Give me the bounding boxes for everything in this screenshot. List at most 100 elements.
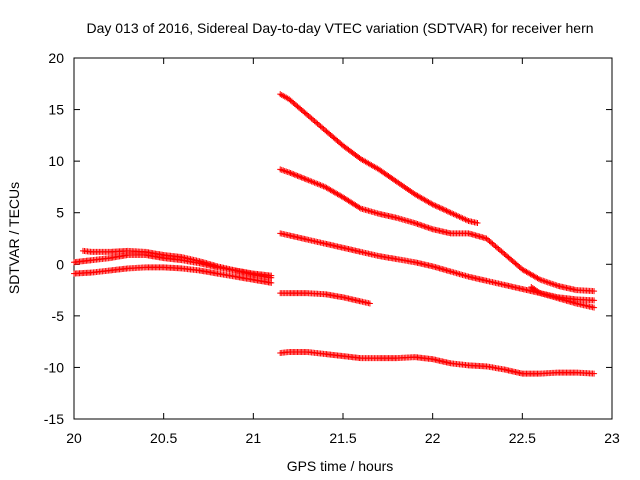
data-point — [464, 217, 471, 224]
data-point — [314, 120, 321, 127]
data-point — [307, 114, 314, 121]
data-point — [316, 122, 323, 129]
data-point — [442, 207, 449, 214]
data-point — [366, 300, 373, 307]
data-point — [307, 177, 314, 184]
data-point — [310, 116, 317, 123]
data-point — [495, 245, 502, 252]
data-point — [305, 177, 312, 184]
data-point — [286, 169, 293, 176]
data-point — [450, 211, 457, 218]
data-point — [268, 274, 275, 281]
data-point — [487, 239, 494, 246]
data-point — [549, 280, 556, 287]
data-point — [493, 244, 500, 251]
data-point — [277, 166, 284, 173]
data-point — [462, 216, 469, 223]
data-point — [546, 279, 553, 286]
y-tick-label: 15 — [48, 102, 64, 118]
data-point — [304, 111, 311, 118]
series-prn-c — [71, 264, 275, 286]
data-point — [299, 175, 306, 182]
data-point — [444, 208, 451, 215]
data-point — [439, 205, 446, 212]
data-point — [298, 174, 305, 181]
data-point — [310, 179, 317, 186]
x-tick-label: 22.5 — [509, 430, 536, 446]
data-point — [294, 172, 301, 179]
y-tick-label: 10 — [48, 153, 64, 169]
data-point — [278, 166, 285, 173]
y-tick-label: 5 — [56, 205, 64, 221]
data-point — [535, 289, 542, 296]
data-point — [538, 277, 545, 284]
series-prn-b — [71, 252, 275, 281]
y-tick-label: -10 — [44, 359, 64, 375]
data-point — [544, 279, 551, 286]
y-axis-label: SDTVAR / TECUs — [6, 182, 22, 294]
data-point — [295, 173, 302, 180]
data-point — [591, 288, 598, 295]
data-point — [311, 179, 318, 186]
data-point — [320, 183, 327, 190]
data-point — [283, 168, 290, 175]
data-point — [455, 213, 462, 220]
y-axis-ticks: -15 -10 -5 0 5 10 15 20 — [44, 50, 612, 427]
data-point — [456, 213, 463, 220]
data-point — [319, 124, 326, 131]
data-point — [496, 247, 503, 254]
y-tick-label: -5 — [52, 308, 65, 324]
data-point — [304, 176, 311, 183]
data-point — [552, 281, 559, 288]
x-tick-label: 23 — [604, 430, 620, 446]
data-point — [429, 201, 436, 208]
data-point — [293, 172, 300, 179]
data-point — [449, 210, 456, 217]
data-point — [433, 203, 440, 210]
data-point — [453, 212, 460, 219]
x-tick-label: 20.5 — [150, 430, 177, 446]
data-point — [489, 240, 496, 247]
x-axis-label: GPS time / hours — [287, 458, 394, 474]
data-point — [540, 277, 547, 284]
x-tick-label: 20 — [66, 430, 82, 446]
data-point — [452, 211, 459, 218]
data-point — [492, 243, 499, 250]
data-point — [436, 204, 443, 211]
data-point — [308, 115, 315, 122]
data-point — [302, 176, 309, 183]
data-point — [287, 170, 294, 177]
data-point — [591, 304, 598, 311]
data-point — [290, 171, 297, 178]
x-tick-label: 21.5 — [329, 430, 356, 446]
data-point — [547, 280, 554, 287]
data-point — [541, 278, 548, 285]
series-layer — [71, 91, 598, 377]
data-point — [280, 167, 287, 174]
data-point — [440, 206, 447, 213]
data-point — [308, 178, 315, 185]
data-point — [356, 204, 363, 211]
data-point — [591, 297, 598, 304]
data-point — [553, 282, 560, 289]
data-point — [305, 113, 312, 120]
data-point — [268, 279, 275, 286]
x-tick-label: 21 — [246, 430, 262, 446]
data-point — [311, 118, 318, 125]
data-point — [459, 215, 466, 222]
series-prn-f — [277, 230, 598, 311]
y-tick-label: 0 — [56, 256, 64, 272]
data-point — [288, 170, 295, 177]
data-point — [486, 238, 493, 245]
chart-title: Day 013 of 2016, Sidereal Day-to-day VTE… — [86, 20, 593, 36]
series-prn-d — [277, 91, 481, 227]
data-point — [443, 207, 450, 214]
data-point — [447, 209, 454, 216]
data-point — [313, 180, 320, 187]
data-point — [316, 181, 323, 188]
x-tick-label: 22 — [425, 430, 441, 446]
x-axis-ticks: 20 20.5 21 21.5 22 22.5 23 — [66, 58, 620, 446]
data-point — [313, 119, 320, 126]
data-point — [431, 202, 438, 209]
